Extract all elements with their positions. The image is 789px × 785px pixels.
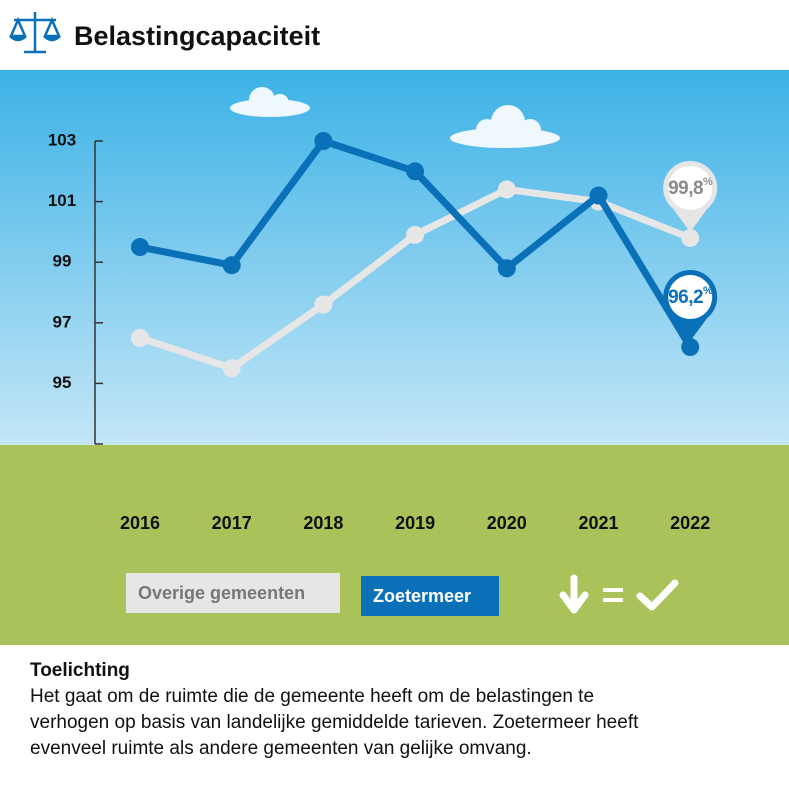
pin-face	[668, 165, 713, 210]
value-number: 99,8	[668, 178, 703, 199]
x-tick-label: 2017	[212, 513, 252, 533]
point	[222, 256, 241, 275]
x-tick-label: 2020	[487, 513, 527, 533]
point	[314, 295, 333, 314]
y-tick-label: 101	[48, 191, 76, 210]
chart: Belastingcapaciteit 95 97 99 101 103 2016 2017…	[0, 12, 789, 645]
cloud	[450, 105, 560, 148]
sky	[0, 70, 789, 445]
x-tick-label: 2016	[120, 513, 160, 533]
value-label: 96,2%	[668, 285, 713, 308]
point	[406, 225, 425, 244]
y-tick-label: 103	[48, 130, 76, 149]
value-pin: 99,8%	[663, 160, 718, 232]
x-tick-label: 2018	[303, 513, 343, 533]
point	[497, 259, 516, 278]
value-label: 99,8%	[668, 176, 713, 199]
point	[681, 228, 700, 247]
point	[681, 338, 700, 357]
point	[131, 238, 149, 257]
value-pin: 96,2%	[663, 270, 718, 342]
pin-shape	[673, 208, 708, 232]
explanation-heading: Toelichting	[30, 660, 130, 681]
explanation: Toelichting Het gaat om de ruimte die de…	[30, 658, 638, 762]
y-tick-label: 97	[53, 312, 72, 331]
explanation-line: evenveel ruimte als andere gemeenten van…	[30, 738, 532, 759]
y-tick-label: 99	[53, 252, 72, 271]
value-unit: %	[703, 176, 713, 188]
scales-icon	[9, 12, 61, 54]
point	[406, 162, 425, 181]
value-number: 96,2	[668, 287, 703, 308]
x-tick-label: 2021	[578, 513, 618, 533]
y-tick-label: 95	[53, 373, 72, 392]
explanation-line: Het gaat om de ruimte die de gemeente he…	[30, 686, 595, 707]
x-tick-label: 2022	[670, 513, 710, 533]
pin-shape	[673, 318, 708, 342]
title: Belastingcapaciteit	[74, 21, 320, 51]
point	[222, 359, 241, 378]
pin-face	[668, 275, 713, 320]
point	[314, 132, 333, 150]
explanation-line: verhogen op basis van landelijke gemidde…	[30, 712, 639, 733]
point	[131, 328, 149, 347]
legend-item: Zoetermeer	[361, 576, 499, 616]
cloud	[230, 87, 310, 117]
value-unit: %	[703, 285, 713, 297]
x-tick-label: 2019	[395, 513, 435, 533]
legend-item: Overige gemeenten	[126, 573, 340, 613]
point	[589, 186, 608, 205]
point	[497, 180, 516, 199]
verdict-icons	[559, 574, 679, 614]
